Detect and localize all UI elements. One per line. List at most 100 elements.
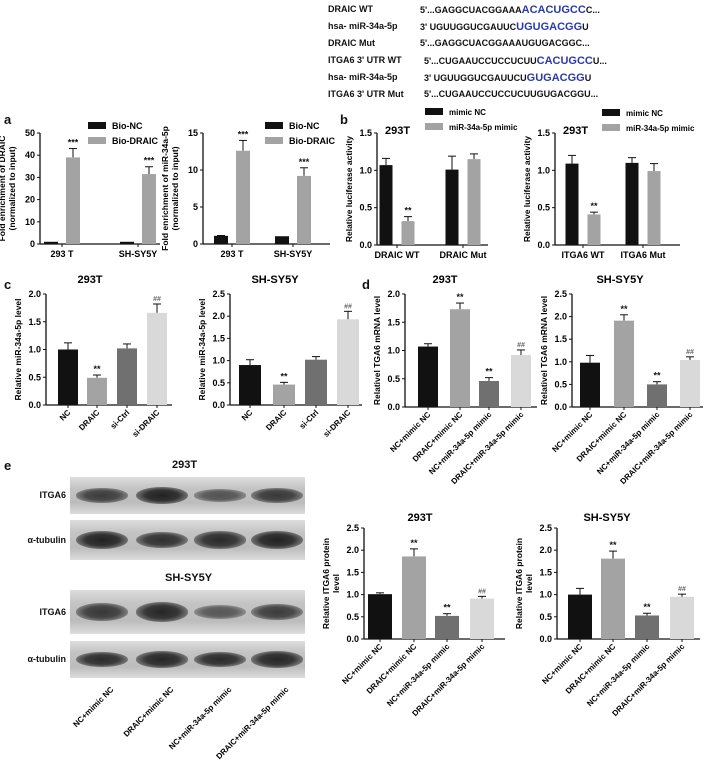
y-tick-label: 0.0 bbox=[359, 240, 372, 250]
y-tick-label: 0.5 bbox=[539, 612, 552, 622]
x-tick-label: DRAIC Mut bbox=[440, 250, 487, 260]
chart-title: 293T bbox=[77, 274, 102, 286]
blot-title-293t: 293T bbox=[172, 459, 198, 471]
y-tick-label: 40 bbox=[25, 150, 35, 160]
bar bbox=[445, 169, 459, 245]
y-tick-label: 10 bbox=[25, 217, 35, 227]
significance-label: ** bbox=[609, 540, 617, 550]
y-tick-label: 0 bbox=[30, 239, 35, 249]
chart-title: SH-SY5Y bbox=[251, 274, 299, 286]
chart-title: SH-SY5Y bbox=[583, 512, 631, 524]
significance-label: ** bbox=[456, 292, 464, 302]
y-tick-label: 1.5 bbox=[212, 333, 225, 343]
y-tick-label: 1.0 bbox=[212, 356, 225, 366]
legend-swatch bbox=[265, 137, 283, 144]
bar bbox=[305, 359, 327, 405]
sequence-segment: 5'...GAGGCUACGGAAA bbox=[420, 5, 522, 15]
y-tick-label: 15 bbox=[188, 128, 198, 138]
y-tick-label: 1.5 bbox=[28, 317, 41, 327]
y-tick-label: 2.0 bbox=[539, 545, 552, 555]
y-tick-label: 0.0 bbox=[346, 634, 359, 644]
sequence: 3' UGUUGGUCGAUUCUGUGACGGU bbox=[420, 21, 589, 33]
y-tick-label: 0.5 bbox=[346, 612, 359, 622]
chart-title: 293T bbox=[385, 125, 410, 137]
y-tick-label: 0.5 bbox=[537, 203, 550, 213]
sequence-label: ITGA6 3' UTR Mut bbox=[328, 89, 404, 99]
x-tick-label: SH-SY5Y bbox=[274, 249, 313, 259]
y-axis-label: Relative luciferase activity bbox=[344, 136, 354, 243]
protein-band bbox=[194, 489, 246, 502]
bar bbox=[580, 362, 600, 407]
y-tick-label: 0.0 bbox=[387, 402, 400, 412]
protein-band bbox=[136, 651, 188, 668]
y-tick-label: 2.5 bbox=[539, 523, 552, 533]
panel-label-d: d bbox=[362, 277, 370, 292]
bar bbox=[670, 596, 694, 639]
legend-label: Bio-NC bbox=[112, 121, 143, 131]
y-axis-label: Relative ITGA6 protein bbox=[321, 538, 331, 629]
protein-band bbox=[76, 488, 128, 503]
y-tick-label: 5 bbox=[193, 202, 198, 212]
legend-swatch bbox=[88, 122, 106, 129]
y-axis-label: (normalized to input) bbox=[7, 146, 17, 230]
y-tick-label: 2.0 bbox=[387, 289, 400, 299]
significance-label: ** bbox=[280, 371, 288, 381]
legend-label: miR-34a-5p mimic bbox=[449, 123, 518, 132]
protein-band bbox=[76, 651, 128, 668]
bar bbox=[402, 556, 426, 639]
significance-label: *** bbox=[144, 156, 155, 166]
protein-band bbox=[251, 488, 303, 503]
bar bbox=[142, 174, 156, 244]
bar bbox=[479, 381, 499, 407]
bar bbox=[467, 159, 481, 245]
blot-row-itga6: ITGA6 bbox=[39, 607, 66, 617]
x-tick-label: ITGA6 Mut bbox=[621, 250, 666, 260]
y-tick-label: 1.0 bbox=[387, 346, 400, 356]
significance-label: ** bbox=[410, 538, 418, 548]
y-axis-label: Relative ITGA6 protein bbox=[514, 538, 524, 629]
panel-label-c: c bbox=[4, 277, 12, 292]
seed-region: ACACUGCC bbox=[521, 4, 586, 16]
bar bbox=[44, 241, 58, 244]
x-tick-label: DRAIC bbox=[264, 408, 288, 432]
y-tick-label: 1.0 bbox=[539, 590, 552, 600]
legend-label: Bio-DRAIC bbox=[112, 136, 158, 146]
x-tick-label: NC+miR-34a-5p mimic bbox=[385, 642, 452, 709]
y-tick-label: 0.5 bbox=[28, 372, 41, 382]
sequence-segment: 5'...CUGAAUCCUCCUCUUGUGACGGU... bbox=[424, 89, 599, 99]
y-tick-label: 1.5 bbox=[554, 334, 567, 344]
bar bbox=[236, 150, 250, 244]
significance-label: ** bbox=[643, 602, 651, 612]
protein-band bbox=[251, 531, 303, 549]
significance-label: ## bbox=[344, 303, 352, 310]
legend-label: mimic NC bbox=[626, 109, 663, 118]
x-tick-label: NC bbox=[58, 408, 73, 423]
chart-title: 293T bbox=[432, 274, 457, 286]
x-tick-label: 293 T bbox=[50, 249, 74, 259]
bar bbox=[625, 162, 639, 245]
x-tick-label: DRAIC bbox=[77, 408, 101, 432]
protein-band bbox=[76, 603, 128, 621]
legend-swatch bbox=[425, 108, 443, 115]
bar bbox=[647, 384, 667, 407]
seed-region: CACUGCC bbox=[536, 55, 593, 67]
blot-row-tubulin: α-tubulin bbox=[27, 654, 66, 664]
y-tick-label: 1.0 bbox=[554, 357, 567, 367]
legend-swatch bbox=[602, 109, 620, 116]
significance-label: ** bbox=[653, 371, 661, 381]
panel-label-a: a bbox=[4, 112, 12, 127]
y-tick-label: 2.0 bbox=[554, 312, 567, 322]
protein-band bbox=[251, 651, 303, 668]
sequence: 5'...GAGGCUACGGAAAUGUGACGGC... bbox=[420, 38, 590, 48]
bar bbox=[601, 558, 625, 639]
protein-band bbox=[136, 531, 188, 549]
sequence-label: ITGA6 3' UTR WT bbox=[328, 55, 402, 65]
significance-label: ** bbox=[443, 603, 451, 613]
sequence-label: hsa- miR-34a-5p bbox=[328, 21, 398, 31]
bar bbox=[470, 598, 494, 639]
y-tick-label: 2.5 bbox=[554, 289, 567, 299]
x-tick-label: si-DRAIC bbox=[131, 408, 162, 439]
bar bbox=[273, 384, 295, 405]
sequence: 5'...CUGAAUCCUCCUCUUGUGACGGU... bbox=[424, 89, 598, 99]
